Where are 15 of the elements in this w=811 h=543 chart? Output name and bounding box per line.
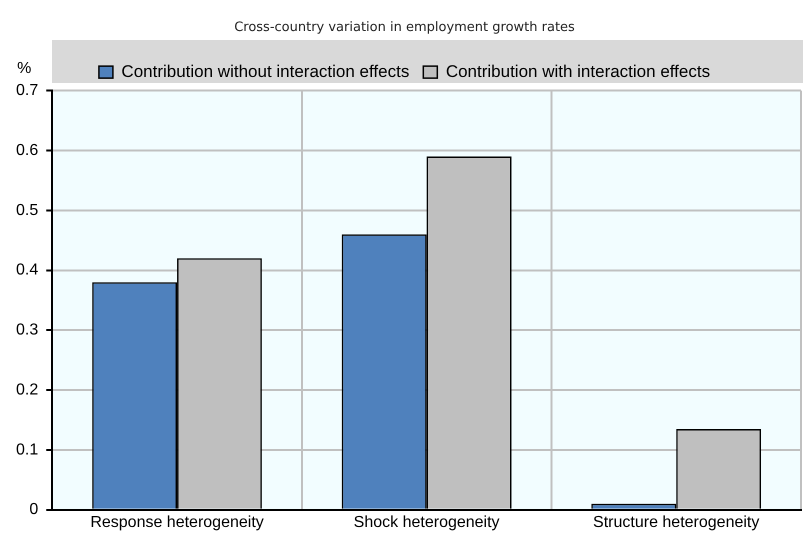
y-tick-label: 0 [29, 501, 38, 518]
x-tick-label: Shock heterogeneity [354, 514, 500, 531]
y-tick-label: 0.2 [16, 381, 38, 398]
y-tick-label: 0.3 [16, 322, 38, 339]
x-tick-label: Response heterogeneity [90, 514, 264, 531]
y-tick-label: 0.5 [16, 202, 38, 219]
y-axis-title: % [17, 60, 32, 78]
legend-label: Contribution with interaction effects [446, 62, 710, 81]
x-tick-label: Structure heterogeneity [593, 514, 760, 531]
y-tick-label: 0.6 [16, 142, 38, 159]
chart-title: Cross-country variation in employment growth rates [234, 20, 576, 36]
y-tick-label: 0.7 [16, 82, 38, 100]
legend-label: Contribution without interaction effects [121, 62, 410, 81]
y-tick-label: 0.1 [16, 441, 38, 458]
y-tick-label: 0.4 [16, 262, 38, 279]
